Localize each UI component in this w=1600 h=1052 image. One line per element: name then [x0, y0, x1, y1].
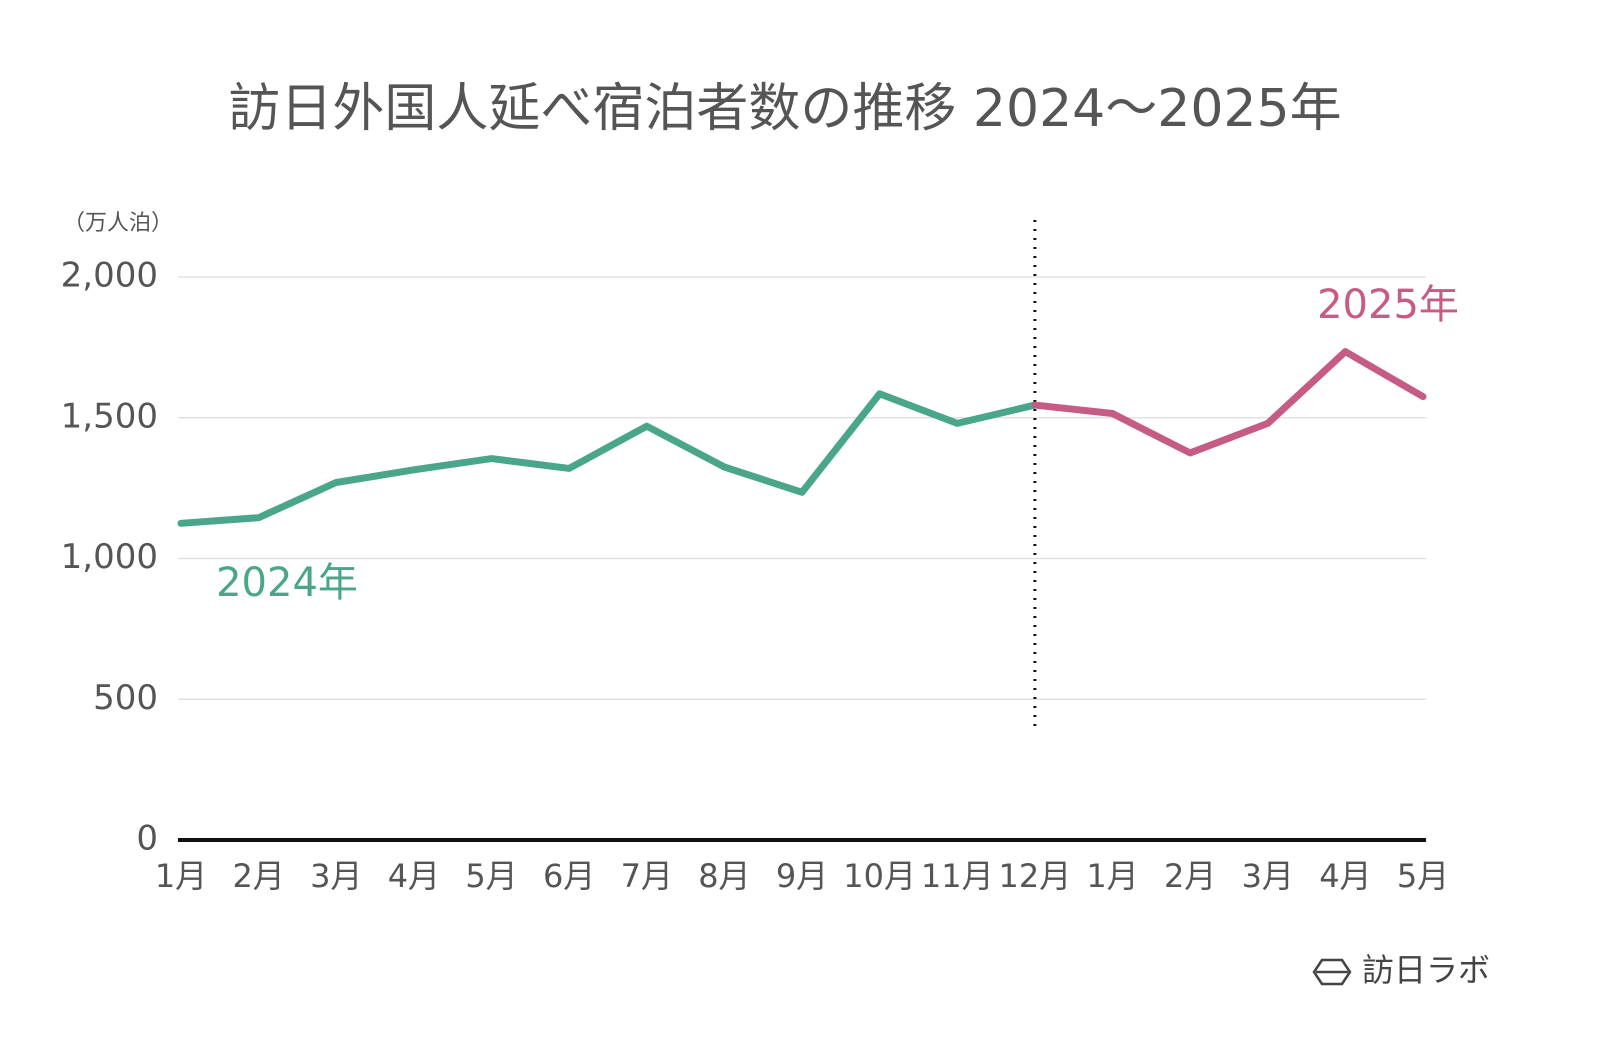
- x-tick-label: 10月: [843, 857, 916, 895]
- legend-label: 2024年: [216, 560, 358, 606]
- x-tick-label: 7月: [621, 857, 673, 895]
- y-tick-label: 0: [136, 819, 158, 859]
- x-tick-label: 12月: [999, 857, 1072, 895]
- x-tick-label: 4月: [1319, 857, 1371, 895]
- brand-icon: [1312, 958, 1352, 986]
- brand-logo: [1312, 958, 1352, 986]
- series-line: [177, 390, 1039, 527]
- x-tick-label: 6月: [543, 857, 595, 895]
- series-connector: [1031, 401, 1116, 418]
- y-tick-label: 1,000: [61, 537, 158, 577]
- y-axis-label: （万人泊）: [63, 211, 173, 236]
- x-tick-label: 5月: [465, 857, 517, 895]
- x-tick-label: 5月: [1397, 857, 1449, 895]
- x-tick-label: 3月: [1242, 857, 1294, 895]
- x-tick-label: 1月: [155, 857, 207, 895]
- y-tick-label: 500: [93, 678, 158, 718]
- y-tick-label: 2,000: [61, 256, 158, 296]
- x-tick-label: 11月: [921, 857, 994, 895]
- legend-label: 2025年: [1317, 282, 1459, 328]
- x-tick-label: 9月: [776, 857, 828, 895]
- x-tick-label: 8月: [698, 857, 750, 895]
- x-tick-label: 4月: [388, 857, 440, 895]
- x-tick-label: 2月: [1164, 857, 1216, 895]
- series-line: [1109, 348, 1427, 457]
- x-tick-label: 2月: [232, 857, 284, 895]
- brand: 訪日ラボ: [1362, 951, 1490, 989]
- chart-title: 訪日外国人延べ宿泊者数の推移 2024〜2025年: [228, 79, 1341, 139]
- x-tick-label: 3月: [310, 857, 362, 895]
- y-tick-label: 1,500: [61, 396, 158, 436]
- x-tick-label: 1月: [1086, 857, 1138, 895]
